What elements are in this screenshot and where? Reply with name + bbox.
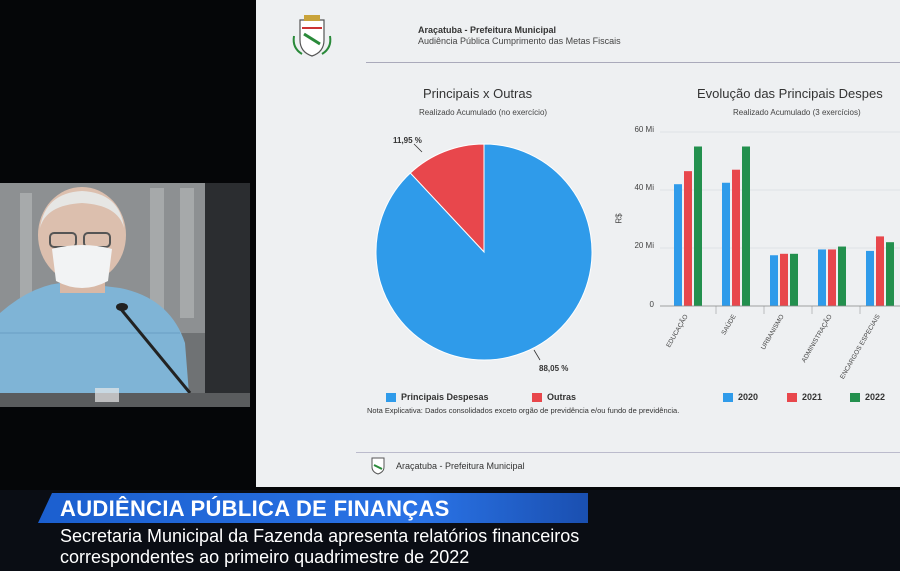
x-tick-label: ENCARGOS ESPECIAIS <box>839 313 882 380</box>
bar-2020-4 <box>866 250 874 306</box>
legend-swatch-2021 <box>787 392 797 402</box>
pie-label-principais: 88,05 % <box>539 364 569 373</box>
bar-2022-2 <box>790 253 798 306</box>
bar-legend-2022: 2022 <box>850 392 885 402</box>
legend-swatch-2020 <box>723 392 733 402</box>
pie-label-outras: 11,95 % <box>393 136 422 145</box>
lower-third-title-bar <box>38 493 588 523</box>
pie-slice-principais <box>375 143 593 361</box>
legend-swatch-2022 <box>850 392 860 402</box>
y-tick-20: 20 Mi <box>634 241 654 250</box>
lower-third-title: AUDIÊNCIA PÚBLICA DE FINANÇAS <box>60 496 450 521</box>
bar-2021-3 <box>828 249 836 306</box>
bar-2022-0 <box>694 146 702 306</box>
bar-2020-0 <box>674 184 682 306</box>
y-tick-60: 60 Mi <box>634 125 654 134</box>
header-subtitle: Audiência Pública Cumprimento das Metas … <box>418 36 621 46</box>
bar-2020-3 <box>818 249 826 306</box>
legend-swatch-blue <box>386 392 396 402</box>
pie-leader-outras <box>413 143 423 153</box>
explanatory-note: Nota Explicativa: Dados consolidados exc… <box>367 406 680 415</box>
x-tick-label: URBANISMO <box>760 314 786 352</box>
speaker-video <box>0 183 250 407</box>
legend-label: 2022 <box>865 392 886 402</box>
bar-2021-2 <box>780 253 788 306</box>
bar-2021-0 <box>684 171 692 306</box>
bar-chart: EDUCAÇÃO SAÚDE URBANISMO ADMINISTRAÇÃO ENCAR… <box>660 131 900 380</box>
x-tick-label: EDUCAÇÃO <box>664 313 690 349</box>
bar-chart-title: Evolução das Principais Despes <box>697 86 883 101</box>
pie-chart <box>375 143 593 361</box>
bar-2020-1 <box>722 182 730 306</box>
x-tick-label: SAÚDE <box>719 312 738 336</box>
lower-third-line-2: correspondentes ao primeiro quadrimestre… <box>60 547 470 567</box>
bar-y-axis-label: R$ <box>614 213 624 224</box>
bar-2022-1 <box>742 146 750 306</box>
footer-divider <box>356 452 900 453</box>
bar-2020-2 <box>770 255 778 306</box>
speaker-figure <box>0 183 250 407</box>
bar-2021-4 <box>876 236 884 306</box>
legend-label: Principais Despesas <box>401 392 489 402</box>
bar-2022-4 <box>886 242 894 306</box>
lower-third-line-1: Secretaria Municipal da Fazenda apresent… <box>60 526 580 546</box>
pie-leader-principais <box>533 349 541 361</box>
pie-chart-title: Principais x Outras <box>423 86 533 101</box>
bar-legend-2020: 2020 <box>723 392 758 402</box>
bar-legend-2021: 2021 <box>787 392 822 402</box>
y-tick-0: 0 <box>649 300 654 309</box>
y-tick-40: 40 Mi <box>634 183 654 192</box>
presentation-slide: Araçatuba - Prefeitura Municipal Audiênc… <box>256 0 900 487</box>
legend-swatch-red <box>532 392 542 402</box>
x-tick-label: ADMINISTRAÇÃO <box>799 313 834 364</box>
header-org-name: Araçatuba - Prefeitura Municipal <box>418 25 557 35</box>
footer-crest-icon <box>371 457 385 475</box>
legend-label: 2021 <box>802 392 823 402</box>
pie-legend-outras: Outras <box>532 392 576 402</box>
footer-org-name: Araçatuba - Prefeitura Municipal <box>396 461 525 471</box>
bar-2022-3 <box>838 246 846 306</box>
legend-label: 2020 <box>738 392 759 402</box>
legend-label: Outras <box>547 392 577 402</box>
pie-chart-subtitle: Realizado Acumulado (no exercício) <box>419 108 548 117</box>
header-divider <box>366 62 900 63</box>
pie-legend-principais: Principais Despesas <box>386 392 489 402</box>
bar-chart-subtitle: Realizado Acumulado (3 exercícios) <box>733 108 861 117</box>
city-crest-icon <box>292 15 332 57</box>
bar-2021-1 <box>732 169 740 306</box>
pie-slice-outras <box>409 143 485 254</box>
